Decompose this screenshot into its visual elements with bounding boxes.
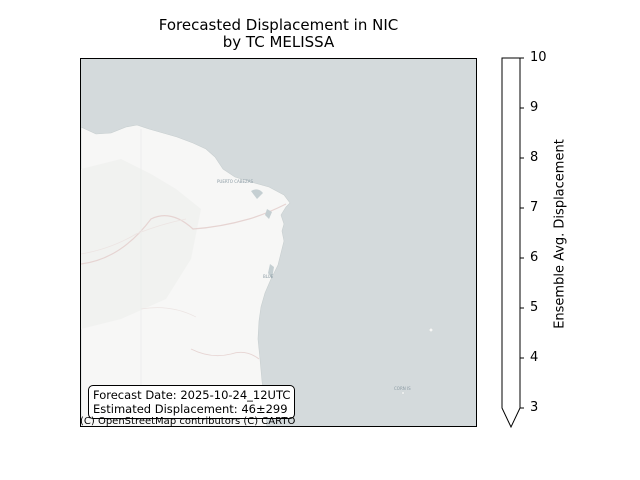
colorbar-label: Ensemble Avg. Displacement — [552, 139, 568, 329]
colorbar — [501, 57, 524, 429]
river — [81, 218, 187, 255]
island — [429, 328, 434, 333]
title-line-2: by TC MELISSA — [222, 33, 335, 51]
place-label: BLUE — [263, 274, 274, 279]
colorbar-tick-label: 3 — [530, 400, 539, 415]
estimated-displacement: Estimated Displacement: 46±299 — [93, 402, 288, 416]
river — [190, 348, 260, 360]
forecast-info-box: Forecast Date: 2025-10-24_12UTC Estimate… — [88, 385, 296, 419]
lagoon — [251, 189, 263, 199]
colorbar-body — [501, 57, 521, 429]
forecast-date: Forecast Date: 2025-10-24_12UTC — [93, 388, 291, 402]
lagoon — [265, 209, 272, 219]
colorbar-ticks — [520, 57, 524, 409]
lagoon — [268, 264, 274, 279]
river — [140, 307, 197, 318]
river — [81, 203, 287, 265]
place-label: PUERTO CABEZAS — [217, 179, 253, 184]
colorbar-tick-label: 4 — [530, 350, 539, 365]
map-title: Forecasted Displacement in NIC by TC MEL… — [80, 17, 477, 51]
colorbar-tick-label: 9 — [530, 100, 539, 115]
colorbar-tick-label: 7 — [530, 200, 539, 215]
colorbar-tick-label: 8 — [530, 150, 539, 165]
title-line-1: Forecasted Displacement in NIC — [158, 16, 399, 34]
island — [401, 391, 405, 395]
colorbar-tick-label: 10 — [530, 50, 547, 65]
colorbar-tick-label: 6 — [530, 250, 539, 265]
place-label: CORN IS — [394, 386, 411, 391]
map-attribution: (C) OpenStreetMap contributors (C) CARTO — [80, 416, 296, 427]
map-panel[interactable]: PUERTO CABEZAS BLUE CORN IS — [80, 58, 477, 427]
colorbar-tick-label: 5 — [530, 300, 539, 315]
basemap: PUERTO CABEZAS BLUE CORN IS — [81, 59, 476, 426]
